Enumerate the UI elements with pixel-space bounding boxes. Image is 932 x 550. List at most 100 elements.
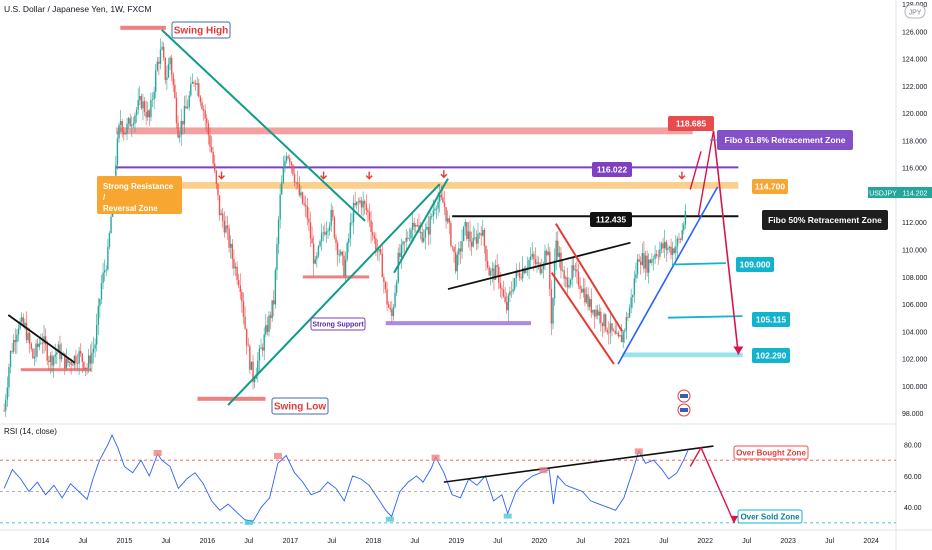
- price-tick-label: 98.000: [902, 411, 924, 418]
- candle-body: [207, 123, 210, 136]
- candle-body: [218, 195, 221, 216]
- candle-body: [115, 164, 117, 182]
- candle-body: [364, 201, 366, 205]
- candle-body: [118, 124, 120, 139]
- candle-body: [550, 288, 553, 324]
- candle-body: [456, 254, 458, 272]
- candle-body: [325, 231, 328, 235]
- candle-body: [640, 261, 642, 265]
- level-tag-109-000-box: [736, 257, 774, 272]
- support-zone: [385, 321, 531, 326]
- candle-body: [206, 118, 208, 124]
- down-arrow-icon: [678, 171, 686, 180]
- rsi-title: RSI (14, close): [4, 427, 57, 436]
- price-tick-label: 100.000: [902, 384, 927, 391]
- candle-body: [108, 233, 111, 247]
- swing-high-label: Swing High: [174, 26, 228, 37]
- candle-body: [488, 267, 490, 276]
- time-tick-label: 2017: [283, 538, 299, 545]
- candle-body: [439, 194, 441, 202]
- candle-body: [86, 367, 88, 369]
- candle-body: [432, 210, 435, 217]
- rsi-tick-label: 40.00: [904, 505, 922, 512]
- rsi-arrow-head-icon: [730, 515, 739, 523]
- candle-body: [577, 271, 580, 286]
- rsi-peak-marker: [431, 454, 440, 461]
- swing-low-label-box: [271, 397, 329, 415]
- rsi-tick-label: 80.00: [904, 443, 922, 450]
- candle-body: [76, 363, 79, 364]
- candle-body: [247, 345, 249, 347]
- candle-body: [683, 224, 685, 231]
- candle-body: [314, 259, 316, 264]
- candle-body: [287, 156, 289, 158]
- candle-body: [477, 233, 479, 244]
- candle-body: [245, 328, 248, 346]
- flag-icon: [677, 389, 691, 403]
- trendline-black-early: [7, 314, 76, 364]
- candle-body: [582, 288, 584, 293]
- candle-body: [566, 277, 569, 288]
- candle-body: [257, 360, 259, 374]
- candle-body: [158, 61, 160, 64]
- candle-body: [107, 246, 109, 270]
- rsi-line: [3, 433, 689, 522]
- candle-body: [95, 324, 98, 345]
- price-tick-label: 104.000: [902, 329, 927, 336]
- candle-body: [308, 218, 310, 223]
- annotation-labels: Swing High Swing Low Strong Resistance / Rev…: [97, 21, 888, 524]
- candle-body: [389, 307, 391, 310]
- candle-body: [75, 355, 77, 364]
- down-arrow-icon: [218, 171, 226, 180]
- candle-body: [201, 102, 203, 109]
- candle-body: [170, 57, 173, 75]
- candle-body: [502, 289, 505, 297]
- rsi-series: [3, 433, 739, 525]
- candle-body: [72, 364, 74, 366]
- candle-body: [222, 213, 224, 221]
- candle-body: [681, 230, 683, 240]
- candle-body: [423, 237, 425, 242]
- candle-body: [303, 203, 305, 205]
- candle-body: [675, 246, 677, 253]
- candle-body: [285, 156, 288, 161]
- time-tick-label: Jul: [410, 538, 419, 545]
- channel-red-upper: [555, 223, 624, 332]
- candle-body: [194, 82, 197, 85]
- candle-body: [469, 231, 471, 242]
- candle-body: [467, 231, 470, 239]
- candle-body: [654, 254, 656, 259]
- candle-body: [336, 242, 339, 255]
- candle-body: [284, 160, 286, 169]
- trendline-green-channel: [393, 178, 449, 274]
- candle-body: [30, 343, 32, 349]
- candle-body: [340, 251, 342, 255]
- candle-body: [648, 259, 650, 273]
- candle-body: [521, 268, 524, 279]
- candle-body: [185, 106, 187, 109]
- trendline-blue-up: [617, 186, 719, 365]
- candle-body: [46, 344, 48, 361]
- candle-body: [474, 237, 476, 239]
- candle-body: [357, 201, 360, 203]
- candle-body: [399, 252, 401, 257]
- candle-body: [38, 343, 40, 347]
- candle-body: [371, 232, 374, 236]
- level-tag-118-685: 118.685: [676, 119, 707, 129]
- candle-body: [172, 74, 174, 85]
- candle-body: [92, 348, 95, 353]
- candle-body: [8, 366, 10, 388]
- rsi-projection: [689, 446, 735, 524]
- candle-body: [498, 266, 500, 283]
- price-tick-label: 118.000: [902, 138, 927, 145]
- candle-body: [159, 49, 162, 64]
- candle-body: [525, 269, 527, 273]
- candle-body: [81, 353, 84, 363]
- candle-body: [387, 304, 390, 308]
- candle-body: [241, 292, 243, 302]
- candle-body: [65, 358, 68, 369]
- candle-body: [304, 204, 307, 207]
- candle-body: [22, 317, 24, 326]
- candle-body: [40, 342, 42, 344]
- candle-body: [330, 209, 332, 226]
